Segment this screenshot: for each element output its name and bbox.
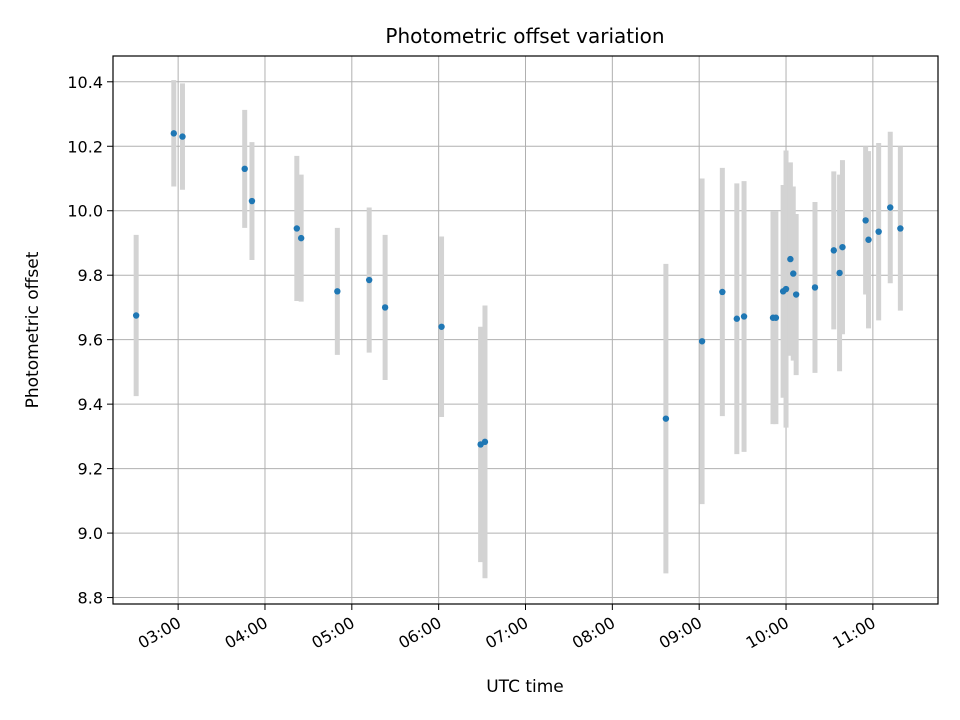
data-point-22 bbox=[787, 255, 794, 263]
data-point-30 bbox=[865, 236, 872, 243]
y-tick-label-0: 8.8 bbox=[78, 589, 103, 608]
data-point-7 bbox=[334, 288, 341, 295]
data-point-17 bbox=[740, 313, 748, 320]
y-tick-label-3: 9.4 bbox=[78, 395, 103, 414]
data-point-8 bbox=[365, 276, 373, 284]
data-point-13 bbox=[662, 415, 670, 422]
data-point-5 bbox=[293, 225, 301, 232]
data-point-31 bbox=[875, 228, 882, 235]
y-tick-label-8: 10.4 bbox=[67, 73, 103, 92]
y-tick-label-4: 9.6 bbox=[78, 331, 103, 350]
data-point-26 bbox=[830, 247, 837, 254]
x-axis-label: UTC time bbox=[486, 677, 564, 697]
y-tick-label-5: 9.8 bbox=[78, 266, 103, 285]
data-point-2 bbox=[179, 133, 186, 140]
data-point-15 bbox=[719, 288, 726, 296]
data-point-23 bbox=[790, 270, 797, 277]
data-points bbox=[132, 130, 904, 448]
data-point-32 bbox=[887, 204, 894, 211]
data-point-3 bbox=[241, 165, 248, 173]
data-point-24 bbox=[792, 291, 800, 298]
data-point-29 bbox=[862, 217, 869, 224]
data-point-25 bbox=[811, 284, 819, 291]
data-point-16 bbox=[733, 315, 741, 322]
data-point-0 bbox=[132, 312, 140, 319]
y-tick-label-6: 10.0 bbox=[67, 202, 103, 221]
y-tick-label-7: 10.2 bbox=[67, 137, 103, 156]
data-point-21 bbox=[782, 285, 790, 293]
chart-title: Photometric offset variation bbox=[385, 24, 664, 48]
data-point-1 bbox=[170, 130, 177, 137]
data-point-14 bbox=[698, 338, 706, 345]
data-point-28 bbox=[839, 243, 846, 251]
data-point-6 bbox=[297, 234, 305, 242]
data-point-4 bbox=[248, 197, 256, 205]
y-tick-label-2: 9.2 bbox=[78, 460, 103, 479]
y-axis-label: Photometric offset bbox=[23, 251, 43, 408]
y-tick-label-1: 9.0 bbox=[78, 524, 103, 543]
data-point-33 bbox=[897, 225, 904, 232]
data-point-9 bbox=[381, 304, 389, 311]
data-point-10 bbox=[438, 323, 445, 330]
data-point-12 bbox=[481, 438, 489, 446]
data-point-19 bbox=[772, 314, 780, 321]
grid bbox=[113, 56, 938, 604]
y-axis-ticks: 8.8 9.0 9.2 9.4 9.6 9.8 10.0 10.2 10.4 bbox=[67, 73, 113, 608]
data-point-27 bbox=[836, 269, 843, 277]
